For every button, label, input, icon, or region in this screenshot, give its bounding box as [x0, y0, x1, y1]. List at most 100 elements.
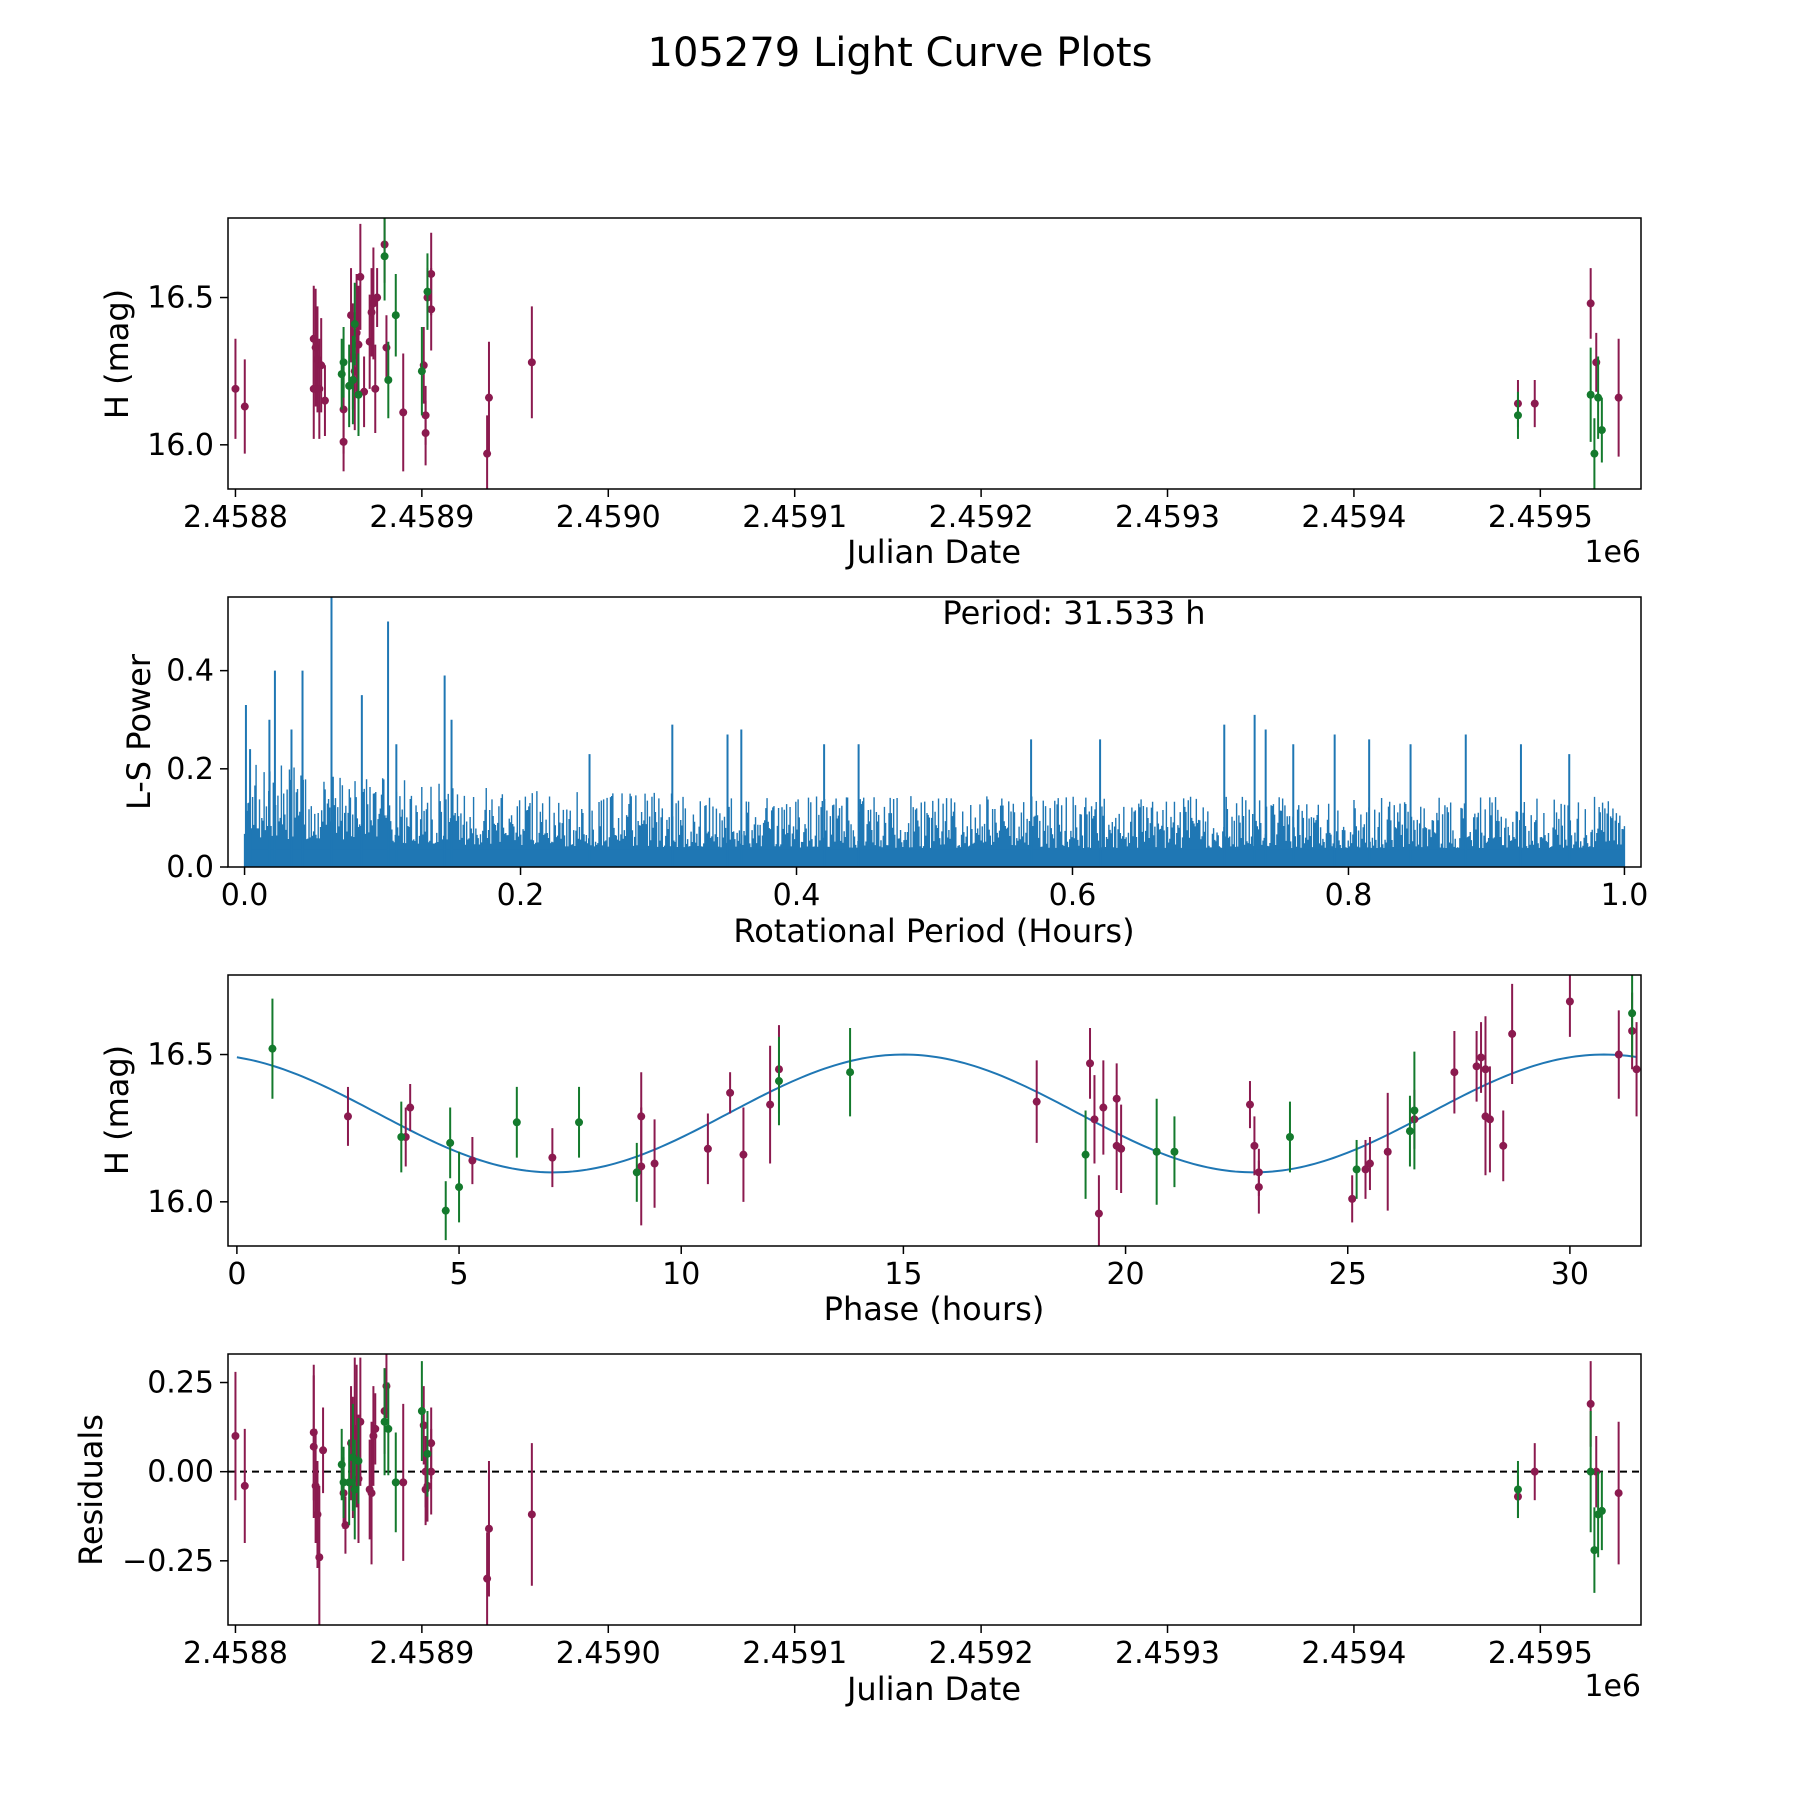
data-point [309, 384, 318, 393]
x-tick-label: 0.6 [1049, 878, 1097, 913]
data-point [354, 390, 363, 399]
data-point [1597, 1506, 1606, 1515]
data-point [1614, 393, 1623, 402]
data-point [423, 287, 432, 296]
data-point [1590, 449, 1599, 458]
y-tick-label: 0.4 [166, 654, 214, 689]
x-tick-label: 0.4 [773, 878, 821, 913]
x-tick-label: 15 [884, 1257, 922, 1292]
periodogram-ticks: 0.0 0.2 0.4 0.6 0.8 1.0 0.0 0.2 0.4 [166, 654, 1648, 913]
y-tick-label: 0.2 [166, 752, 214, 787]
data-point [548, 1153, 557, 1162]
data-point [1590, 1546, 1599, 1555]
data-point [369, 299, 378, 308]
lightcurve-plot-area [231, 218, 1623, 489]
data-point [1530, 399, 1539, 408]
data-point [384, 376, 393, 385]
plot-content [228, 1354, 1641, 1625]
data-point [417, 1407, 426, 1416]
data-point [427, 1467, 436, 1476]
data-point [1099, 1103, 1108, 1112]
data-point [1250, 1141, 1259, 1150]
data-point [406, 1103, 415, 1112]
periodogram-plot-area [243, 597, 1626, 867]
data-point [703, 1144, 712, 1153]
data-point [1170, 1147, 1179, 1156]
data-point [1352, 1165, 1361, 1174]
data-point [231, 384, 240, 393]
data-point [1485, 1115, 1494, 1124]
residuals-xlabel: Julian Date [845, 1670, 1021, 1708]
data-point [1477, 1053, 1486, 1062]
residuals-ylabel: Residuals [72, 1414, 110, 1566]
data-point [423, 1449, 432, 1458]
data-point [319, 1446, 328, 1455]
phased-panel: 0 5 10 15 20 25 30 16.0 16.5 Phase (hours) H (ma… [98, 974, 1642, 1328]
data-point [1245, 1100, 1254, 1109]
data-point [345, 1478, 354, 1487]
data-point [315, 1553, 324, 1562]
data-point [320, 396, 329, 405]
data-point [1348, 1194, 1357, 1203]
data-point [1361, 1165, 1370, 1174]
data-point [356, 272, 365, 281]
data-point [575, 1118, 584, 1127]
y-tick-label: 16.5 [147, 281, 214, 316]
data-point [341, 1521, 350, 1530]
periodogram-ylabel: L-S Power [120, 653, 158, 810]
data-point [446, 1138, 455, 1147]
data-point [1112, 1094, 1121, 1103]
data-point [371, 384, 380, 393]
x-tick-label: 2.4592 [929, 500, 1034, 535]
data-point [846, 1068, 855, 1077]
data-point [1410, 1106, 1419, 1115]
data-point [350, 1485, 359, 1494]
data-point [350, 320, 359, 329]
data-point [1628, 1009, 1637, 1018]
x-tick-label: 2.4595 [1488, 500, 1593, 535]
data-point [484, 1524, 493, 1533]
x-tick-label: 10 [662, 1257, 700, 1292]
lightcurve-ticks: 2.4588 2.4589 2.4590 2.4591 2.4592 2.4593 2.45… [147, 281, 1593, 535]
data-point [231, 1432, 240, 1441]
data-point [1090, 1115, 1099, 1124]
x-tick-label: 2.4593 [1115, 500, 1220, 535]
phased-ticks: 0 5 10 15 20 25 30 16.0 16.5 [147, 1038, 1589, 1292]
residuals-ticks: 2.4588 2.4589 2.4590 2.4591 2.4592 2.4593 2.45… [122, 1366, 1593, 1671]
data-point [455, 1183, 464, 1192]
data-point [427, 305, 436, 314]
data-point [1086, 1059, 1095, 1068]
x-tick-label: 2.4589 [369, 500, 474, 535]
data-point [391, 1478, 400, 1487]
data-point [774, 1077, 783, 1086]
data-point [1117, 1144, 1126, 1153]
data-point [637, 1112, 646, 1121]
periodogram-panel: 0.0 0.2 0.4 0.6 0.8 1.0 0.0 0.2 0.4 Rotational P… [120, 594, 1648, 950]
x-tick-label: 0.2 [497, 878, 545, 913]
data-point [527, 358, 536, 367]
data-point [1530, 1467, 1539, 1476]
y-tick-label: 16.0 [147, 1185, 214, 1220]
data-point [373, 293, 382, 302]
data-point [468, 1156, 477, 1165]
x-tick-label: 2.4591 [742, 500, 847, 535]
x-tick-label: 30 [1551, 1257, 1589, 1292]
data-point [1597, 426, 1606, 435]
data-point [637, 1162, 646, 1171]
data-point [380, 1417, 389, 1426]
x-tick-label: 2.4594 [1301, 1636, 1406, 1671]
data-point [1450, 1068, 1459, 1077]
plot-content [243, 597, 1626, 867]
data-point [1586, 390, 1595, 399]
residuals-plot-area [228, 1354, 1641, 1625]
lightcurve-panel: 2.4588 2.4589 2.4590 2.4591 2.4592 2.4593 2.45… [98, 217, 1642, 571]
data-point [1586, 299, 1595, 308]
x-tick-label: 0 [227, 1257, 246, 1292]
plot-content [231, 218, 1623, 489]
period-annotation: Period: 31.533 h [942, 594, 1205, 632]
y-tick-label: 0.0 [166, 850, 214, 885]
data-point [1513, 1485, 1522, 1494]
data-point [1365, 1159, 1374, 1168]
x-tick-label: 0.8 [1325, 878, 1373, 913]
